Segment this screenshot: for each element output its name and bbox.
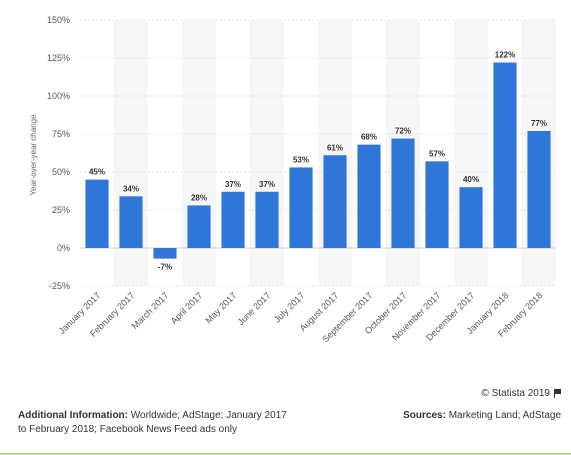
bar[interactable] [221, 191, 245, 248]
bar[interactable] [425, 161, 449, 248]
bar[interactable] [391, 138, 415, 248]
bar[interactable] [153, 248, 177, 259]
data-label: 45% [89, 168, 105, 177]
copyright-text[interactable]: © Statista 2019 [481, 388, 550, 399]
y-tick-label: 125% [47, 53, 70, 63]
x-tick-label: June 2017 [236, 290, 273, 327]
sources: Sources: Marketing Land; AdStage [403, 409, 561, 423]
data-label: 122% [495, 51, 515, 60]
sources-text: Marketing Land; AdStage [445, 410, 561, 421]
y-axis-ticks: 150% 125% 100% 75% 50% 25% 0% -25% [47, 15, 70, 291]
bar[interactable] [119, 196, 143, 248]
bar[interactable] [459, 187, 483, 248]
bar[interactable] [85, 179, 109, 248]
data-label: 37% [259, 180, 275, 189]
data-label: 57% [429, 149, 445, 158]
x-tick-label: July 2017 [272, 290, 306, 324]
x-tick-label: March 2017 [130, 290, 171, 331]
y-tick-label: 75% [52, 129, 70, 139]
data-label: 72% [395, 127, 411, 136]
statista-credit[interactable]: © Statista 2019 [481, 388, 561, 399]
bar[interactable] [357, 144, 381, 248]
data-label: 77% [531, 119, 547, 128]
bars [85, 62, 551, 259]
data-label: 34% [123, 184, 139, 193]
x-tick-label: May 2017 [203, 290, 238, 325]
data-labels: 45% 34% -7% 28% 37% 37% 53% 61% 68% 72% 57% 40% 122%… [89, 51, 547, 272]
flag-icon[interactable] [554, 389, 561, 398]
y-tick-label: 25% [52, 205, 70, 215]
bar-chart: 150% 125% 100% 75% 50% 25% 0% -25% 45% 34% -7% 28%… [29, 15, 556, 344]
bar[interactable] [493, 62, 517, 249]
y-tick-label: -25% [49, 281, 70, 291]
data-label: 68% [361, 133, 377, 142]
sources-label: Sources: [403, 410, 446, 421]
data-label: 40% [463, 175, 479, 184]
y-tick-label: 50% [52, 167, 70, 177]
bar[interactable] [187, 205, 211, 248]
y-axis-title: Year-over-year change [29, 114, 38, 196]
y-tick-label: 150% [47, 15, 70, 25]
y-tick-label: 100% [47, 91, 70, 101]
x-tick-label: April 2017 [169, 290, 205, 326]
info-label: Additional Information: [18, 410, 128, 421]
bar[interactable] [323, 155, 347, 248]
data-label: 28% [191, 193, 207, 202]
data-label: -7% [158, 263, 172, 272]
bar[interactable] [527, 130, 551, 248]
y-tick-label: 0% [57, 243, 70, 253]
additional-information: Additional Information: Worldwide; AdSta… [18, 409, 288, 437]
bottom-divider [0, 453, 571, 455]
data-label: 37% [225, 180, 241, 189]
data-label: 61% [327, 143, 343, 152]
data-label: 53% [293, 155, 309, 164]
bar[interactable] [289, 167, 313, 248]
info-text: Worldwide; AdStage; January 2017 to Febr… [18, 410, 287, 435]
bar[interactable] [255, 191, 279, 248]
